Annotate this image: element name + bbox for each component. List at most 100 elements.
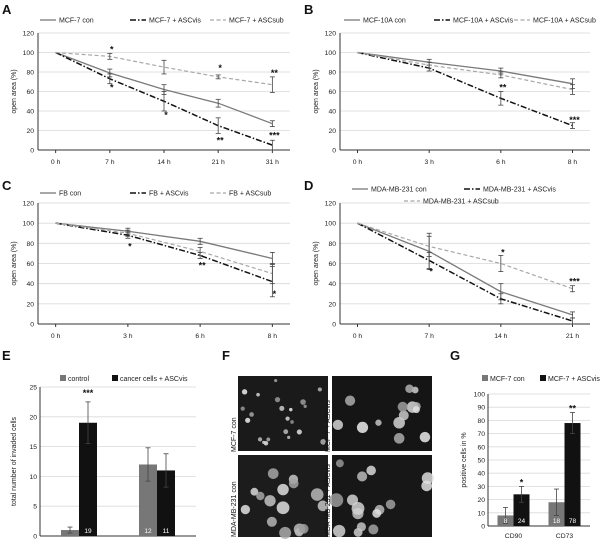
- significance-mark: *: [110, 83, 114, 93]
- legend-label: FB + ASCvis: [149, 191, 189, 198]
- y-tick-label: 40: [328, 109, 336, 116]
- y-tick-label: 0: [332, 322, 336, 329]
- y-tick-label: 25: [29, 385, 37, 392]
- y-tick-label: 60: [26, 89, 34, 96]
- y-axis-label: open area (%): [313, 69, 320, 113]
- cell-blob: [344, 395, 356, 406]
- series-line: [357, 51, 573, 91]
- chart-c: 0 20 40 60 80 100 120 0 h 3 h 6 h 8 h open area (%)…: [11, 191, 290, 340]
- legend-label: control: [68, 376, 89, 383]
- y-tick-label: 120: [23, 31, 35, 38]
- legend-label: MCF-10A con: [363, 18, 406, 25]
- x-tick-label: 8 h: [268, 333, 278, 340]
- panel-label-f: F: [222, 348, 230, 363]
- micrograph-label-mcf7-con: MCF-7 con: [231, 417, 238, 452]
- cell-blob: [300, 399, 306, 405]
- significance-mark: **: [199, 261, 207, 271]
- micrograph-grid: MCF-7 con MCF-7 + ASCvis MDA-MB-231 con …: [231, 376, 434, 539]
- y-tick-label: 40: [477, 471, 485, 478]
- cell-blob: [317, 387, 322, 392]
- cell-blob: [279, 526, 292, 539]
- cell-blob: [277, 483, 289, 496]
- y-tick-label: 120: [325, 201, 337, 208]
- series-line: [55, 51, 273, 86]
- bar: [513, 494, 530, 526]
- cell-blob: [329, 493, 344, 508]
- legend-label: MCF-7 + ASCvis: [149, 18, 201, 25]
- y-tick-label: 120: [325, 31, 337, 38]
- cell-blob: [285, 416, 290, 421]
- bar: [139, 464, 157, 536]
- y-tick-label: 70: [477, 431, 485, 438]
- chart-b: 0 20 40 60 80 100 120 0 h 3 h 6 h 8 h open area (%)…: [313, 18, 596, 167]
- y-tick-label: 5: [33, 504, 37, 511]
- cell-blob: [266, 516, 277, 527]
- significance-mark: **: [569, 404, 577, 414]
- y-tick-label: 20: [29, 414, 37, 421]
- y-tick-label: 100: [325, 50, 337, 57]
- x-tick-label: 14 h: [157, 159, 170, 166]
- cell-blob: [397, 401, 408, 412]
- y-axis-label: positive cells in %: [461, 432, 468, 487]
- legend-label: cancer cells + ASCvis: [120, 376, 188, 383]
- y-tick-label: 20: [26, 128, 34, 135]
- legend-swatch: [60, 375, 66, 381]
- bar-value-label: 12: [144, 528, 152, 535]
- significance-mark: *: [164, 110, 168, 120]
- y-tick-label: 0: [30, 322, 34, 329]
- legend-swatch: [540, 375, 546, 381]
- significance-mark: ***: [569, 115, 580, 125]
- y-tick-label: 10: [477, 510, 485, 517]
- bar-value-label: 19: [84, 528, 92, 535]
- y-axis-label: open area (%): [11, 69, 18, 113]
- panel-label-a: A: [2, 2, 12, 17]
- y-tick-label: 30: [477, 484, 485, 491]
- y-tick-label: 100: [23, 221, 35, 228]
- cell-blob: [375, 419, 382, 426]
- cell-blob: [317, 500, 329, 512]
- significance-mark: *: [429, 267, 433, 277]
- series-line: [357, 222, 573, 322]
- cell-blob: [366, 465, 376, 476]
- y-tick-label: 100: [474, 392, 486, 399]
- y-tick-label: 100: [23, 50, 35, 57]
- x-tick-label: 21 h: [212, 159, 225, 166]
- series-line: [55, 222, 273, 260]
- y-tick-label: 20: [328, 301, 336, 308]
- cell-blob: [264, 495, 276, 507]
- legend-label: MDA-MB-231 + ASCsub: [423, 199, 499, 206]
- cell-blob: [241, 389, 248, 395]
- x-tick-label: 7 h: [105, 159, 115, 166]
- y-tick-label: 0: [33, 534, 37, 541]
- panel-label-g: G: [450, 348, 460, 363]
- cell-blob: [335, 459, 344, 468]
- y-tick-label: 80: [328, 241, 336, 248]
- cell-blobs: [240, 378, 434, 539]
- cell-blob: [257, 437, 263, 442]
- y-tick-label: 50: [477, 458, 485, 465]
- significance-mark: *: [110, 45, 114, 55]
- legend-label: MCF-10A + ASCsub: [533, 18, 596, 25]
- x-tick-label: 0 h: [51, 333, 61, 340]
- y-axis-label: open area (%): [313, 241, 320, 285]
- y-tick-label: 60: [477, 444, 485, 451]
- panel-label-e: E: [2, 348, 11, 363]
- cell-blob: [276, 501, 290, 515]
- panel-label-d: D: [304, 178, 313, 193]
- cell-blob: [245, 417, 251, 423]
- cell-blob: [393, 433, 405, 444]
- significance-mark: *: [501, 247, 505, 257]
- y-tick-label: 120: [23, 201, 35, 208]
- bar-value-label: 18: [553, 518, 561, 525]
- bar: [564, 423, 581, 526]
- cell-blob: [240, 406, 245, 411]
- y-tick-label: 20: [26, 301, 34, 308]
- chart-d: 0 20 40 60 80 100 120 0 h 7 h 14 h 21 h open area (…: [313, 187, 590, 340]
- bar-value-label: 78: [569, 518, 577, 525]
- x-tick-label: CD73: [556, 533, 574, 540]
- cell-blob: [332, 419, 344, 431]
- significance-mark: **: [499, 83, 507, 93]
- cell-blob: [262, 440, 266, 445]
- y-tick-label: 10: [29, 474, 37, 481]
